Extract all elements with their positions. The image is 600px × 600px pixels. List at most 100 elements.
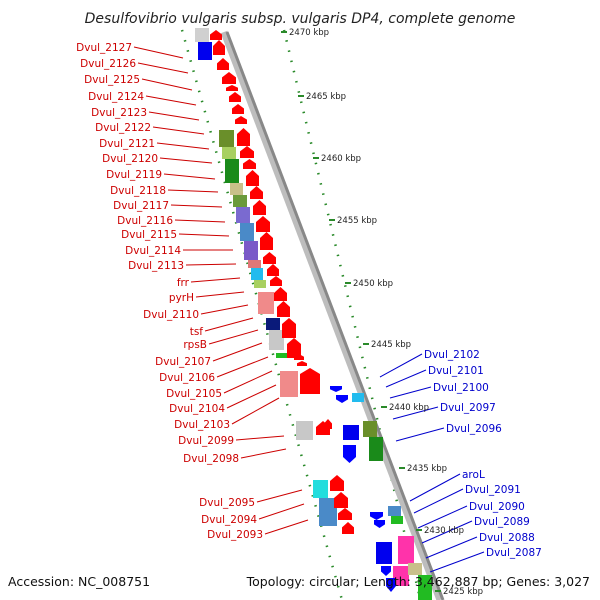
forward-gene-arrow bbox=[263, 252, 276, 264]
leader-line bbox=[175, 220, 225, 222]
leader-line bbox=[259, 504, 304, 519]
gene-label: Dvul_2127 bbox=[76, 42, 132, 54]
forward-gene-labels: Dvul_2127 Dvul_2126 Dvul_2125 Dvul_2124 Dvul… bbox=[76, 42, 263, 541]
forward-gene-arrow bbox=[277, 301, 290, 317]
reverse-gene-arrow bbox=[370, 512, 383, 520]
gene-label: Dvul_2097 bbox=[440, 402, 496, 414]
gene-label: Dvul_2103 bbox=[174, 419, 230, 431]
leader-line bbox=[205, 318, 253, 331]
gene-label: Dvul_2106 bbox=[159, 372, 215, 384]
cog-block bbox=[222, 147, 236, 159]
cog-block bbox=[369, 437, 383, 461]
leader-line bbox=[146, 96, 196, 105]
forward-gene-arrow bbox=[330, 475, 344, 491]
cog-block bbox=[240, 223, 254, 241]
leader-line bbox=[134, 47, 183, 58]
forward-gene-arrow bbox=[324, 419, 332, 429]
cog-block bbox=[296, 421, 313, 440]
forward-gene-arrow bbox=[274, 287, 287, 301]
forward-gene-arrow bbox=[267, 264, 279, 276]
gene-label: Dvul_2091 bbox=[465, 484, 521, 496]
gene-label: Dvul_2089 bbox=[474, 516, 530, 528]
accession-text: Accession: NC_008751 bbox=[8, 574, 150, 589]
cog-block bbox=[248, 260, 261, 268]
leader-line bbox=[241, 449, 286, 458]
gene-label: Dvul_2101 bbox=[428, 365, 484, 377]
leader-line bbox=[157, 143, 209, 149]
kbp-label: 2470 kbp bbox=[289, 28, 329, 38]
kbp-label: 2435 kbp bbox=[407, 464, 447, 474]
summary-text: Topology: circular; Length: 3,462,887 bp… bbox=[246, 574, 590, 589]
cog-block bbox=[280, 371, 298, 397]
forward-gene-arrow bbox=[334, 492, 348, 508]
leader-line bbox=[191, 278, 240, 282]
cog-block bbox=[219, 130, 234, 147]
cog-block bbox=[376, 542, 392, 564]
forward-gene-arrow bbox=[256, 216, 270, 232]
forward-gene-arrow bbox=[253, 200, 266, 215]
cog-block bbox=[251, 268, 263, 280]
leader-line bbox=[414, 489, 463, 513]
leader-line bbox=[224, 371, 272, 393]
forward-gene-arrow bbox=[240, 146, 254, 158]
leader-line bbox=[201, 305, 248, 314]
gene-label: Dvul_2095 bbox=[199, 497, 255, 509]
cog-block bbox=[225, 159, 239, 183]
leader-line bbox=[186, 264, 236, 265]
cog-block bbox=[269, 330, 284, 350]
forward-gene-arrow bbox=[282, 318, 296, 338]
leader-line bbox=[213, 343, 262, 361]
gene-label: Dvul_2088 bbox=[479, 532, 535, 544]
forward-gene-arrow bbox=[217, 58, 229, 70]
leader-line bbox=[142, 79, 192, 90]
gene-label: tsf bbox=[190, 326, 204, 338]
gene-label: Dvul_2121 bbox=[99, 138, 155, 150]
forward-gene-arrow bbox=[226, 85, 238, 91]
cog-block bbox=[236, 207, 250, 223]
leader-line bbox=[380, 354, 422, 377]
forward-gene-arrow bbox=[300, 368, 320, 394]
leader-line bbox=[138, 63, 188, 73]
forward-gene-arrow bbox=[229, 92, 241, 102]
forward-gene-arrow bbox=[250, 186, 263, 199]
leader-line bbox=[236, 436, 284, 440]
gene-label: aroL bbox=[462, 469, 485, 481]
gene-label: Dvul_2113 bbox=[128, 260, 184, 272]
forward-gene-arrow bbox=[222, 72, 236, 84]
gene-label: Dvul_2107 bbox=[155, 356, 211, 368]
gene-label: Dvul_2114 bbox=[125, 245, 181, 257]
kbp-label: 2465 kbp bbox=[306, 92, 346, 102]
forward-gene-arrow bbox=[243, 159, 256, 169]
kbp-scale-labels: 2470 kbp2465 kbp2460 kbp2455 kbp2450 kbp… bbox=[281, 28, 483, 597]
gene-label: Dvul_2116 bbox=[117, 215, 173, 227]
cog-block bbox=[258, 292, 274, 314]
cog-block bbox=[388, 506, 401, 516]
gene-label: Dvul_2098 bbox=[183, 453, 239, 465]
kbp-label: 2430 kbp bbox=[424, 526, 464, 536]
gene-label: Dvul_2119 bbox=[106, 169, 162, 181]
map-title: Desulfovibrio vulgaris subsp. vulgaris D… bbox=[85, 11, 516, 27]
reverse-gene-arrow bbox=[343, 445, 356, 463]
cog-block bbox=[398, 536, 414, 564]
forward-gene-arrow bbox=[210, 30, 222, 40]
leader-line bbox=[257, 490, 302, 502]
forward-gene-arrow bbox=[270, 276, 282, 286]
gene-label: frr bbox=[177, 277, 190, 289]
cog-block bbox=[343, 425, 359, 440]
leader-line bbox=[390, 387, 431, 398]
leader-line bbox=[209, 330, 258, 344]
leader-line bbox=[179, 234, 229, 236]
gene-label: Dvul_2110 bbox=[143, 309, 199, 321]
gene-label: Dvul_2115 bbox=[121, 229, 177, 241]
gene-label: Dvul_2102 bbox=[424, 349, 480, 361]
kbp-label: 2455 kbp bbox=[337, 216, 377, 226]
cog-block bbox=[313, 480, 328, 498]
forward-gene-arrow bbox=[237, 128, 250, 146]
leader-line bbox=[196, 292, 244, 297]
forward-gene-arrow bbox=[213, 40, 225, 55]
gene-label: Dvul_2118 bbox=[110, 185, 166, 197]
leader-line bbox=[168, 190, 218, 192]
gene-label: Dvul_2093 bbox=[207, 529, 263, 541]
gene-label: rpsB bbox=[183, 339, 207, 351]
reverse-gene-arrow bbox=[336, 395, 348, 403]
